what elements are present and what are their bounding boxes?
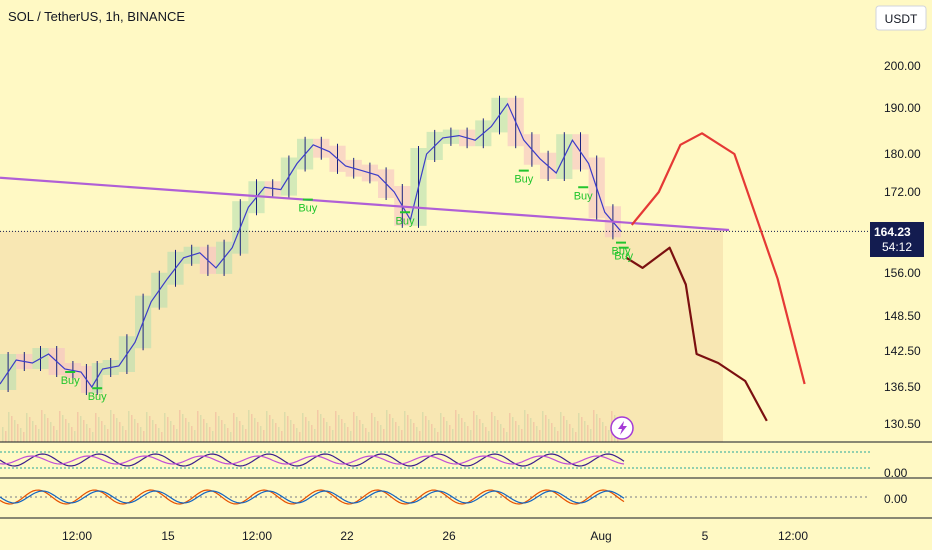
oscillator-line (0, 489, 625, 505)
projection-path (630, 132, 806, 385)
chart-title: SOL / TetherUS, 1h, BINANCE (8, 9, 185, 24)
time-tick-label: 12:00 (62, 529, 92, 543)
time-tick-label: 26 (442, 529, 456, 543)
oscillator-line (0, 453, 625, 467)
price-tick-label: 180.00 (884, 147, 921, 161)
projection-paths (625, 132, 806, 422)
buy-signal-label: Buy (396, 215, 415, 227)
svg-text:54:12: 54:12 (882, 240, 912, 254)
time-tick-label: 15 (161, 529, 175, 543)
price-line (0, 102, 622, 389)
buy-signal-label: Buy (298, 203, 317, 215)
price-tick-label: 200.00 (884, 59, 921, 73)
oscillator-pane-1 (0, 451, 870, 469)
price-tick-label: 156.00 (884, 266, 921, 280)
buy-signal-label: Buy (514, 174, 533, 186)
time-tick-label: Aug (590, 529, 611, 543)
buy-signal-label: Buy (574, 190, 593, 202)
time-tick-label: 12:00 (242, 529, 272, 543)
buy-signal-label: Buy (614, 251, 633, 263)
buy-signal-label: Buy (88, 391, 107, 403)
time-tick-label: 12:00 (778, 529, 808, 543)
oscillator-2-axis-label: 0.00 (884, 492, 908, 506)
price-tick-label: 172.00 (884, 185, 921, 199)
oscillator-line (0, 455, 625, 465)
projection-path (625, 246, 768, 422)
time-tick-label: 22 (340, 529, 354, 543)
trendline (0, 176, 730, 232)
svg-text:164.23: 164.23 (874, 225, 911, 239)
buy-signal-label: Buy (61, 375, 80, 387)
svg-text:USDT: USDT (885, 12, 918, 26)
currency-button[interactable]: USDT (875, 5, 927, 31)
price-tick-label: 142.50 (884, 344, 921, 358)
oscillator-line (0, 490, 625, 504)
price-tick-label: 148.50 (884, 309, 921, 323)
lightning-icon[interactable] (610, 416, 634, 440)
price-tick-label: 190.00 (884, 101, 921, 115)
oscillator-pane-2 (0, 489, 870, 505)
oscillator-1-axis-label: 0.00 (884, 466, 908, 480)
current-price-badge: 164.23 54:12 (870, 222, 924, 257)
time-tick-label: 5 (702, 529, 709, 543)
price-tick-label: 136.50 (884, 380, 921, 394)
price-axis: 200.00 190.00 180.00 172.00 156.00 148.50 142.… (884, 59, 921, 431)
price-tick-label: 130.50 (884, 417, 921, 431)
time-axis: 12:00 15 12:00 22 26 Aug 5 12:00 (62, 529, 808, 543)
